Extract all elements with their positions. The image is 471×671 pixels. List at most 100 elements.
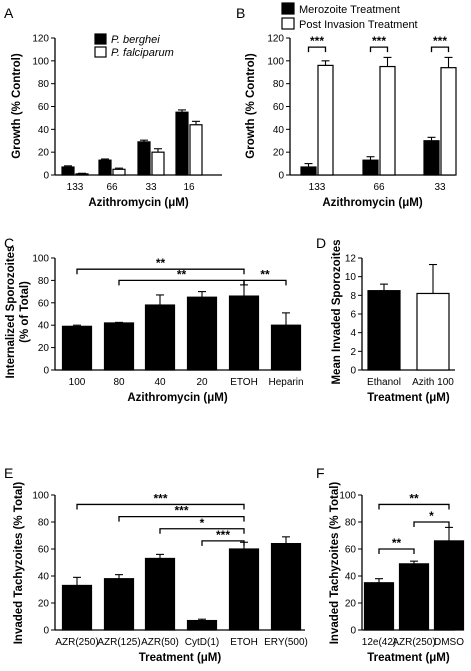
y-axis-label: Invaded Tachyzoites (% Total) <box>329 482 341 645</box>
y-tick-label: 4 <box>350 328 356 339</box>
x-tick-label: ERY(500) <box>264 637 308 648</box>
significance-bracket <box>118 515 245 522</box>
significance-label: * <box>429 509 434 523</box>
panel-a: A 0 20 40 60 80 100 120 133 66 33 16 Azithromycin (μ… <box>4 5 222 209</box>
y-tick-label: 8 <box>350 291 356 302</box>
x-tick-label: DMSO <box>434 637 464 648</box>
x-tick-label: AZR(125) <box>97 637 140 648</box>
y-axis-label: (% of Total) <box>19 281 31 343</box>
x-tick-label: Azith 100 <box>412 377 454 388</box>
bar <box>363 582 395 631</box>
significance-bracket <box>243 279 287 286</box>
panel-e: E 0 20 40 60 80 100 AZR(250)AZR(125) AZR(50) CytD… <box>4 465 308 664</box>
y-tick-label: 40 <box>38 572 50 583</box>
y-tick-label: 80 <box>345 518 357 529</box>
y-tick-label: 100 <box>267 56 284 67</box>
panel-d: D 0 2 4 6 8 10 12 Ethanol Azith 100 Treatment (μM)… <box>316 235 455 404</box>
x-tick-label: CytD(1) <box>185 637 219 648</box>
y-tick-label: 2 <box>350 347 356 358</box>
x-tick-label: Heparin <box>268 377 303 388</box>
x-tick-label: ETOH <box>230 637 258 648</box>
bar <box>433 540 465 631</box>
bar <box>75 173 89 176</box>
bar <box>175 111 189 176</box>
significance-label: ** <box>409 491 419 505</box>
legend-label: P. falciparum <box>111 47 174 59</box>
bar <box>103 322 135 371</box>
x-axis-label: Treatment (μM) <box>367 652 450 664</box>
y-tick-label: 40 <box>273 125 285 136</box>
y-tick-label: 20 <box>38 599 50 610</box>
bar <box>61 584 93 631</box>
legend-swatch <box>94 46 107 58</box>
y-tick-label: 80 <box>38 79 50 90</box>
x-tick-label: 133 <box>67 182 84 193</box>
significance-bracket <box>378 548 415 554</box>
x-axis-label: Azithromycin (μM) <box>88 197 188 209</box>
x-tick-label: 16 <box>183 182 195 193</box>
bar <box>61 325 93 371</box>
y-tick-label: 60 <box>273 102 285 113</box>
legend-swatch <box>94 33 107 45</box>
y-tick-label: 0 <box>43 171 49 182</box>
legend-label: Post Invasion Treatment <box>299 19 418 31</box>
significance-label: ** <box>260 267 270 281</box>
y-tick-label: 0 <box>278 171 284 182</box>
x-tick-label: 133 <box>309 182 326 193</box>
significance-bracket <box>413 521 450 527</box>
y-tick-label: 20 <box>38 148 50 159</box>
y-axis-label: Growth (% Control) <box>11 53 23 159</box>
legend-label: Merozoite Treatment <box>299 4 400 16</box>
significance-label: ** <box>156 256 166 270</box>
y-tick-label: 80 <box>273 79 285 90</box>
significance-bracket <box>430 46 450 53</box>
panel-label: A <box>4 5 14 21</box>
x-tick-label: 20 <box>196 377 208 388</box>
x-tick-label: 12e(42) <box>362 637 396 648</box>
y-tick-label: 40 <box>38 125 50 136</box>
legend-swatch <box>281 17 295 30</box>
significance-bracket <box>159 528 245 534</box>
y-tick-label: 60 <box>38 102 50 113</box>
panel-f: F 0 20 40 60 80 100 12e(42)AZR(250)DMSO Treatmen… <box>316 465 464 664</box>
y-tick-label: 20 <box>273 148 285 159</box>
bar <box>270 324 302 371</box>
y-tick-label: 60 <box>38 298 50 309</box>
bar <box>144 304 176 371</box>
legend-label: P. berghei <box>111 34 160 46</box>
y-tick-label: 12 <box>345 254 357 265</box>
bar <box>103 578 135 631</box>
x-axis-label: Treatment (μM) <box>139 652 222 664</box>
bar <box>440 67 457 176</box>
y-tick-label: 0 <box>350 626 356 637</box>
significance-label: *** <box>216 528 230 542</box>
y-tick-label: 0 <box>350 366 356 377</box>
panel-label: F <box>316 465 325 481</box>
bar <box>151 151 165 176</box>
bar <box>317 64 334 176</box>
bar <box>112 168 126 176</box>
significance-label: *** <box>310 34 324 48</box>
x-tick-label: 100 <box>69 377 86 388</box>
y-tick-label: 80 <box>38 518 50 529</box>
bar <box>228 295 260 371</box>
bar <box>367 290 401 371</box>
y-tick-label: 100 <box>32 254 49 265</box>
significance-label: * <box>200 516 205 530</box>
y-tick-label: 10 <box>345 272 357 283</box>
x-axis-label: Azithromycin (μM) <box>127 392 227 404</box>
x-tick-label: AZR(250) <box>392 637 435 648</box>
legend-swatch <box>281 2 295 15</box>
y-tick-label: 120 <box>267 34 284 45</box>
bar <box>398 563 430 631</box>
significance-label: *** <box>153 491 167 505</box>
significance-label: *** <box>174 504 188 518</box>
x-tick-label: 66 <box>106 182 118 193</box>
significance-label: *** <box>372 34 386 48</box>
bar <box>423 140 440 176</box>
bar <box>270 542 302 631</box>
panel-label: E <box>4 465 13 481</box>
significance-bracket <box>76 268 245 275</box>
x-tick-label: AZR(50) <box>141 637 179 648</box>
